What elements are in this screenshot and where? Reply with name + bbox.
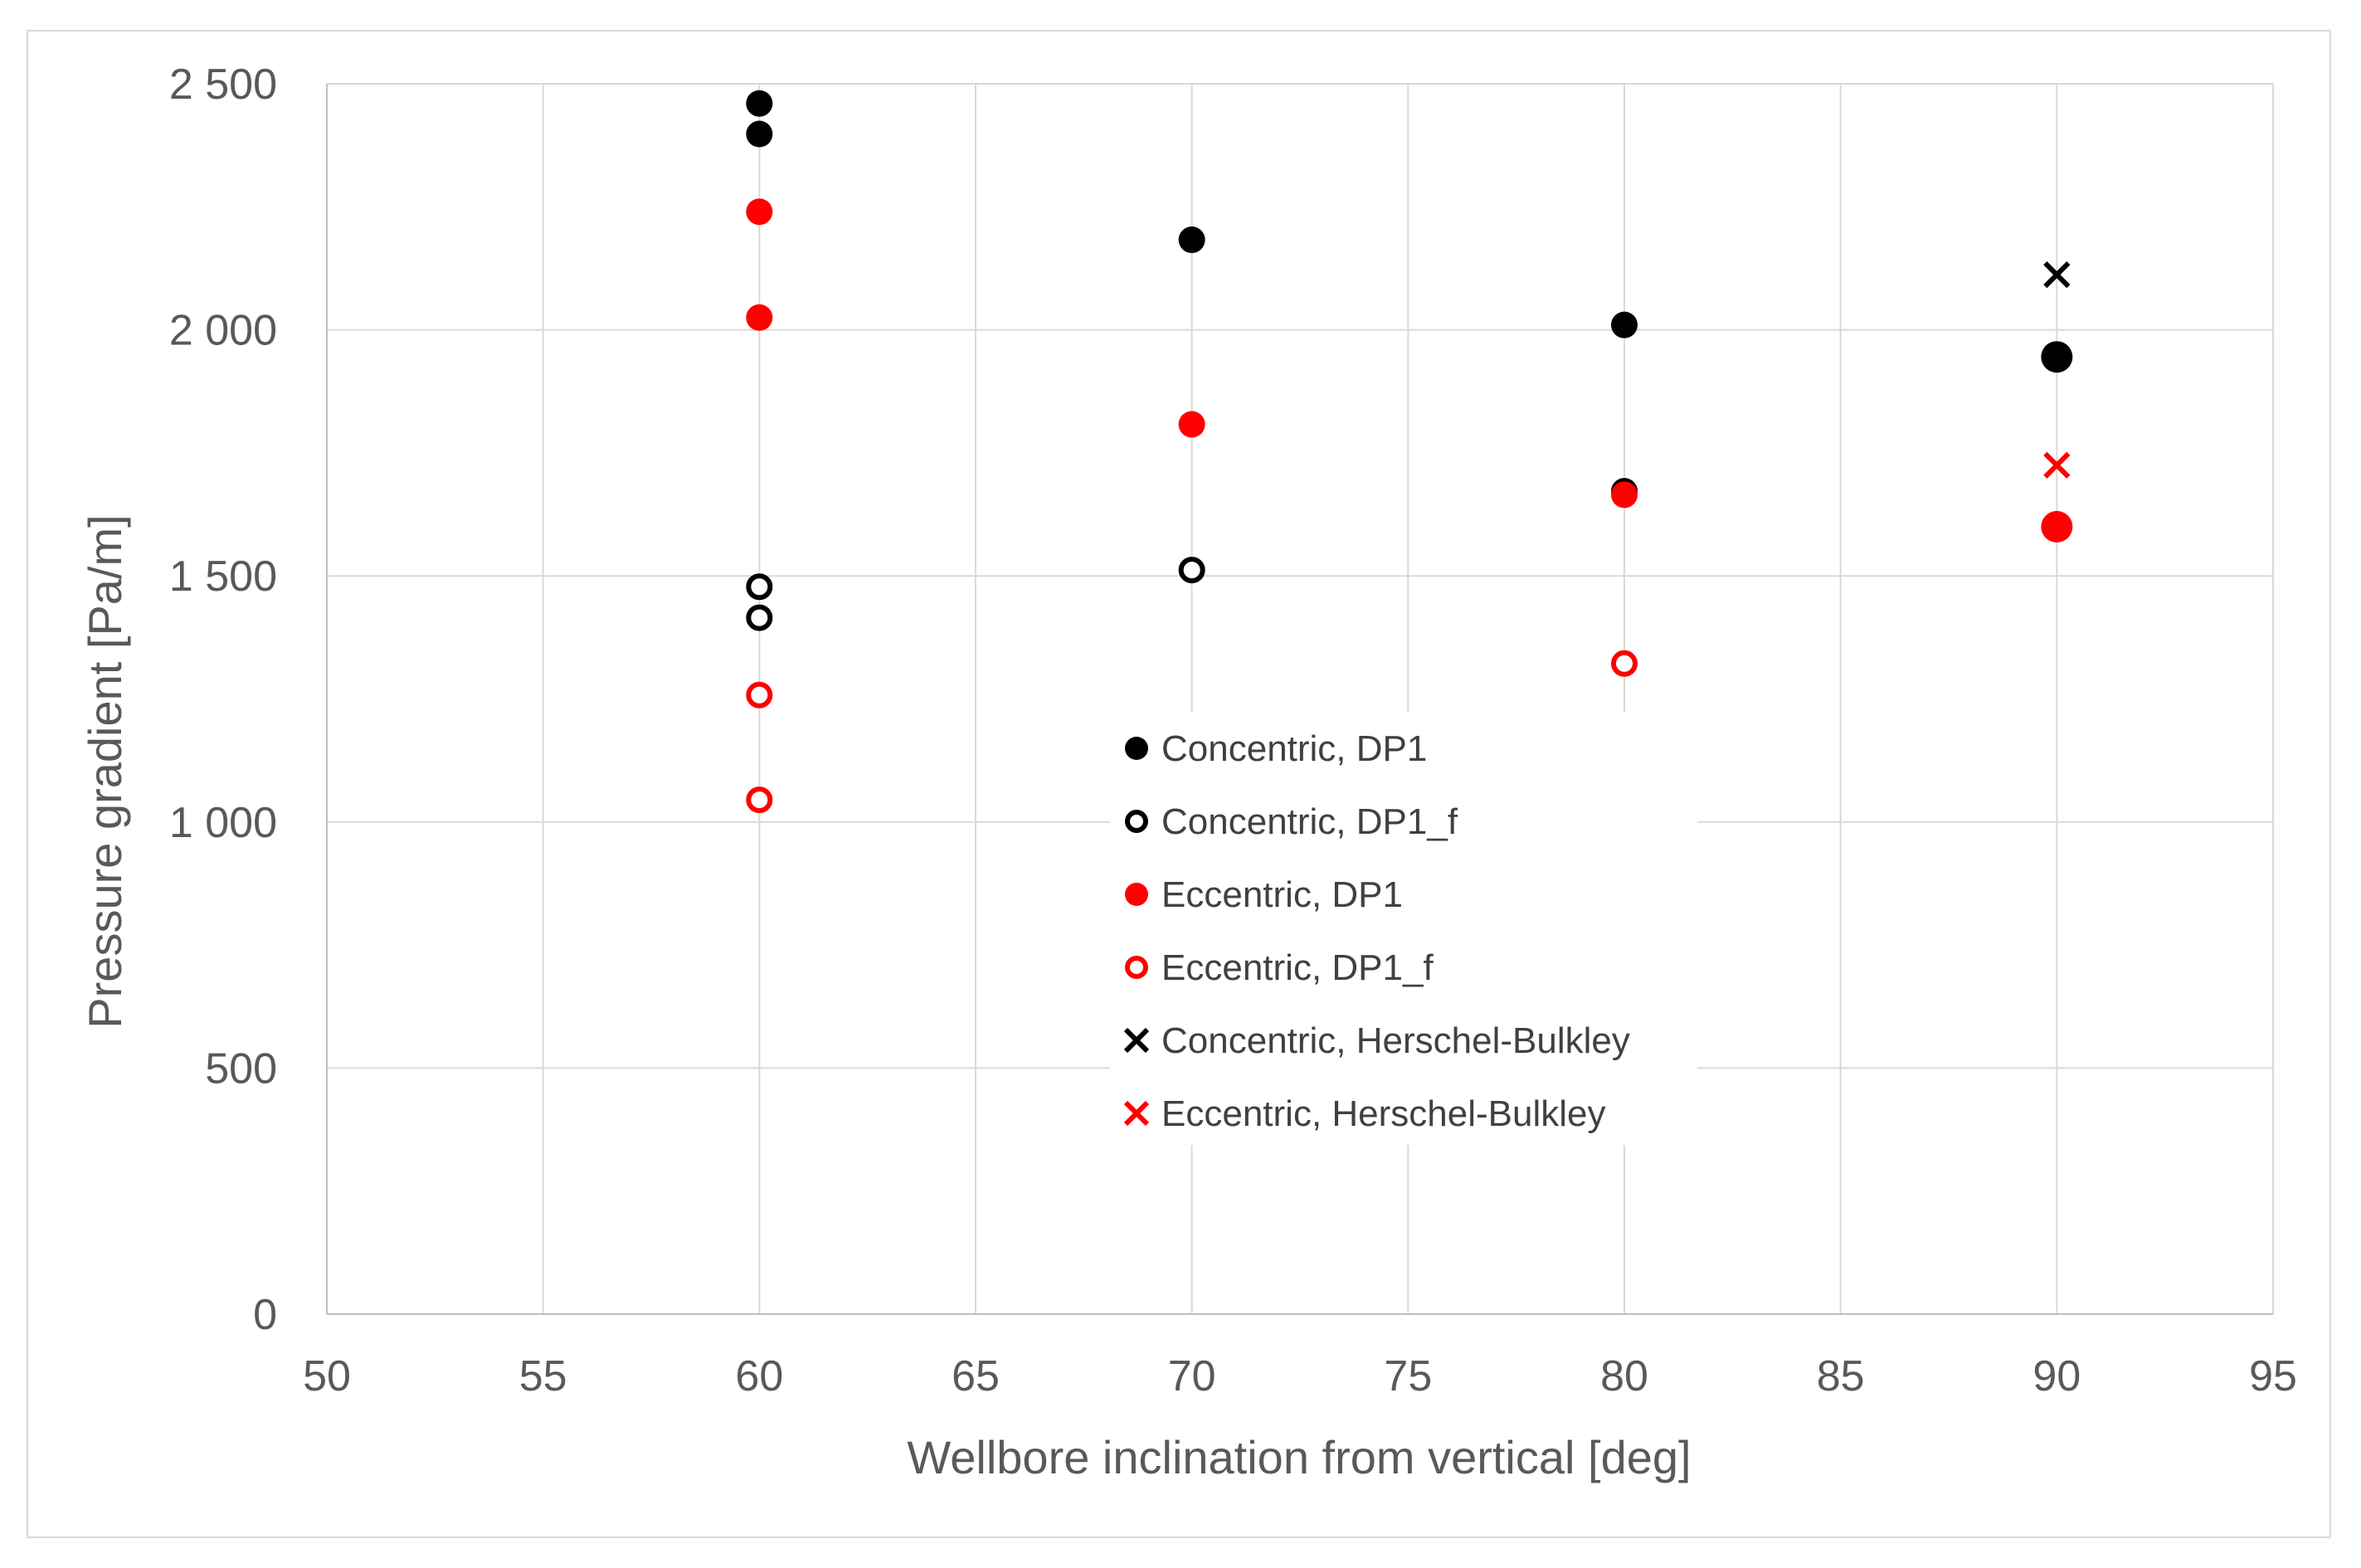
data-point-open-circle-series-1: [746, 573, 773, 601]
x-tick-label: 90: [2032, 1352, 2081, 1400]
legend-label: Eccentric, DP1: [1161, 874, 1403, 915]
x-tick-label: 95: [2249, 1352, 2297, 1400]
data-point-filled-circle-series-0: [1611, 311, 1638, 338]
legend-label: Eccentric, DP1_f: [1161, 947, 1434, 988]
y-tick-label: 0: [253, 1291, 277, 1339]
x-tick-label: 55: [519, 1352, 567, 1400]
x-tick-label: 80: [1600, 1352, 1648, 1400]
data-point-filled-circle-series-0: [746, 120, 773, 148]
data-point-filled-circle-series-2: [2041, 510, 2073, 543]
data-point-filled-circle-series-0: [1178, 226, 1205, 254]
y-axis-title: Pressure gradient [Pa/m]: [79, 514, 131, 1028]
data-point-filled-circle-series-0: [2041, 341, 2073, 373]
legend-marker-5: [1123, 1100, 1150, 1127]
data-point-open-circle-series-3: [746, 681, 773, 709]
y-tick-label: 500: [205, 1045, 277, 1093]
data-point-filled-circle-series-0: [746, 90, 773, 117]
legend-label: Concentric, DP1: [1161, 728, 1427, 769]
y-tick-label: 1 000: [169, 799, 277, 847]
data-point-filled-circle-series-2: [1178, 411, 1205, 438]
legend-marker-3: [1125, 956, 1148, 979]
x-tick-label: 70: [1168, 1352, 1216, 1400]
y-tick-label: 2 000: [169, 307, 277, 355]
axis-layer: [326, 84, 2273, 1315]
legend: Concentric, DP1 Concentric, DP1_f Eccentri…: [1110, 712, 1697, 1145]
x-axis-title: Wellbore inclination from vertical [deg]: [907, 1431, 1691, 1483]
legend-marker-2: [1125, 883, 1148, 906]
tick-label-layer: 0 500 1 000 1 500 2 000 2 500 50 55 60 65 70 75 80 85…: [169, 61, 2297, 1400]
data-point-open-circle-series-1: [746, 604, 773, 631]
x-tick-label: 60: [735, 1352, 783, 1400]
data-point-filled-circle-series-2: [1611, 481, 1638, 509]
legend-label: Eccentric, Herschel-Bulkley: [1161, 1093, 1606, 1134]
x-tick-label: 50: [303, 1352, 351, 1400]
x-tick-label: 65: [952, 1352, 1000, 1400]
legend-label: Concentric, Herschel-Bulkley: [1161, 1020, 1630, 1061]
data-point-open-circle-series-3: [746, 786, 773, 814]
x-tick-label: 75: [1384, 1352, 1432, 1400]
y-tick-label: 1 500: [169, 553, 277, 601]
data-point-layer: [746, 90, 2073, 814]
y-tick-label: 2 500: [169, 61, 277, 109]
grid-layer: [327, 83, 2274, 1314]
data-point-filled-circle-series-2: [746, 198, 773, 226]
x-tick-label: 85: [1817, 1352, 1865, 1400]
legend-background: [1110, 712, 1697, 1145]
data-point-open-circle-series-1: [1178, 557, 1205, 584]
data-point-x-series-4: [2043, 261, 2071, 289]
legend-label: Concentric, DP1_f: [1161, 801, 1458, 842]
data-point-x-series-5: [2043, 451, 2071, 479]
legend-marker-0: [1125, 737, 1148, 760]
legend-marker-4: [1123, 1027, 1150, 1054]
legend-marker-1: [1125, 810, 1148, 833]
data-point-filled-circle-series-2: [746, 304, 773, 331]
data-point-open-circle-series-3: [1611, 650, 1638, 677]
